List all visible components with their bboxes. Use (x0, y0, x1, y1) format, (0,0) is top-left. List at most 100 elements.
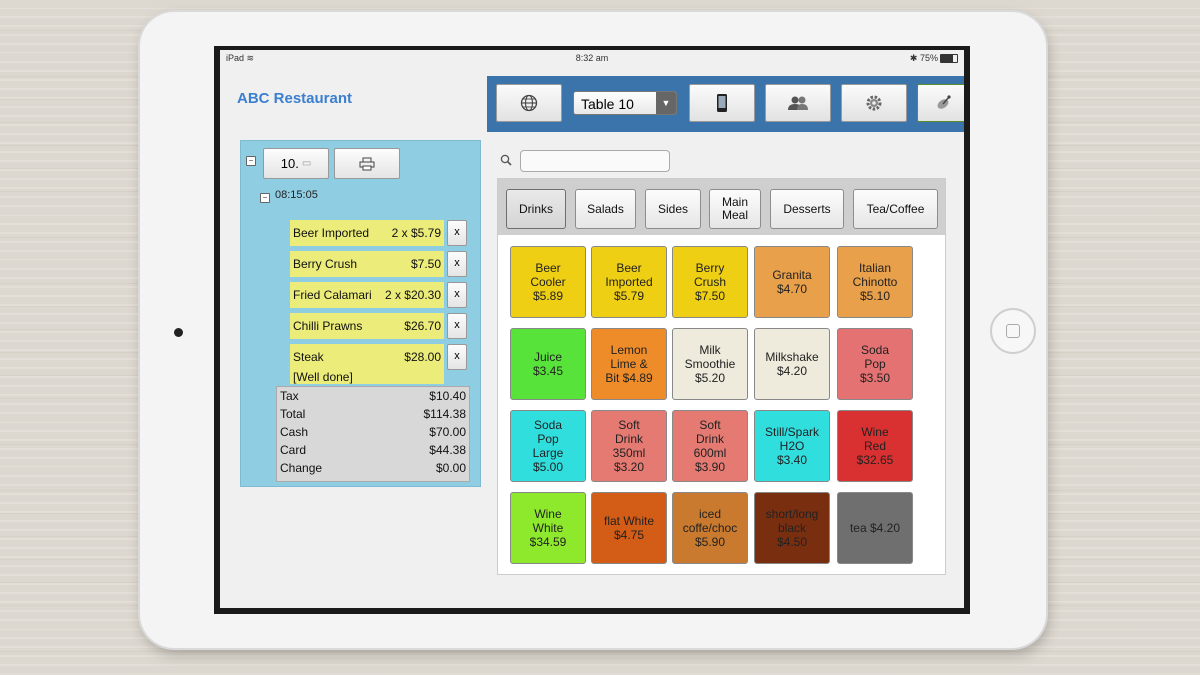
menu-item-tile[interactable]: Beer Imported $5.79 (591, 246, 667, 318)
chevron-down-icon: ▼ (656, 92, 676, 114)
tab-salads[interactable]: Salads (575, 189, 636, 229)
menu-item-label: Milk Smoothie $5.20 (684, 343, 736, 385)
order-item[interactable]: Chilli Prawns $26.70 (290, 313, 444, 339)
order-item[interactable]: Berry Crush $7.50 (290, 251, 444, 277)
tab-main-meal[interactable]: Main Meal (709, 189, 761, 229)
menu-item-tile[interactable]: Wine Red $32.65 (837, 410, 913, 482)
menu-item-label: Beer Imported $5.79 (605, 261, 653, 303)
menu-item-tile[interactable]: Granita $4.70 (754, 246, 830, 318)
table-select-value: Table 10 (581, 96, 634, 112)
wifi-icon: ≋ (246, 53, 255, 63)
tab-desserts[interactable]: Desserts (770, 189, 844, 229)
tab-tea-coffee[interactable]: Tea/Coffee (853, 189, 938, 229)
remove-item-button[interactable]: x (447, 251, 467, 277)
print-button[interactable] (334, 148, 400, 179)
settings-button[interactable] (841, 84, 907, 122)
remove-item-button[interactable]: x (447, 282, 467, 308)
clock: 8:32 am (575, 53, 609, 63)
menu-item-label: Soft Drink 350ml $3.20 (612, 418, 646, 474)
totals-row: Total $114.38 (280, 407, 466, 421)
menu-item-label: Beer Cooler $5.89 (530, 261, 566, 303)
status-bar: iPad ≋ 8:32 am ✱ 75% (220, 50, 964, 66)
menu-item-label: flat White $4.75 (603, 514, 654, 542)
language-button[interactable] (496, 84, 562, 122)
menu-item-tile[interactable]: tea $4.20 (837, 492, 913, 564)
tab-sides[interactable]: Sides (645, 189, 701, 229)
menu-item-tile[interactable]: flat White $4.75 (591, 492, 667, 564)
top-toolbar: Table 10 ▼ (487, 76, 964, 132)
battery-percent: 75% (919, 53, 938, 63)
menu-item-tile[interactable]: Beer Cooler $5.89 (510, 246, 586, 318)
menu-item-label: Soda Pop Large $5.00 (532, 418, 564, 474)
menu-item-label: iced coffe/choc $5.90 (682, 507, 738, 549)
totals-row: Card $44.38 (280, 443, 466, 457)
menu-item-tile[interactable]: Soda Pop Large $5.00 (510, 410, 586, 482)
order-item[interactable]: Fried Calamari 2 x $20.30 (290, 282, 444, 308)
order-item[interactable]: Beer Imported 2 x $5.79 (290, 220, 444, 246)
satellite-icon (937, 95, 951, 109)
search-icon (500, 154, 512, 166)
menu-item-tile[interactable]: Milk Smoothie $5.20 (672, 328, 748, 400)
collapse-table-toggle[interactable]: − (246, 156, 256, 166)
printer-icon (359, 157, 375, 170)
menu-item-tile[interactable]: iced coffe/choc $5.90 (672, 492, 748, 564)
menu-item-label: Milkshake $4.20 (765, 350, 819, 378)
app-display: iPad ≋ 8:32 am ✱ 75% ABC Restaurant (220, 50, 964, 608)
totals-row: Change $0.00 (280, 461, 466, 475)
search-input[interactable] (520, 150, 670, 172)
table-select[interactable]: Table 10 ▼ (573, 91, 677, 115)
phone-button[interactable] (689, 84, 755, 122)
order-totals: Tax $10.40 Total $114.38 Cash $70.00 Car… (276, 386, 470, 482)
app-title: ABC Restaurant (237, 90, 353, 107)
screen-bezel: iPad ≋ 8:32 am ✱ 75% ABC Restaurant (214, 46, 970, 614)
tab-main-meal-label: Main Meal (721, 195, 748, 222)
menu-item-tile[interactable]: Italian Chinotto $5.10 (837, 246, 913, 318)
phone-icon (717, 94, 727, 112)
note-icon: ▭ (301, 158, 312, 169)
users-icon (788, 96, 808, 110)
menu-panel: Drinks Salads Sides Main Meal Desserts T… (497, 178, 946, 575)
menu-item-label: short/long black $4.50 (765, 507, 819, 549)
menu-item-label: Soda Pop $3.50 (859, 343, 891, 385)
remove-item-button[interactable]: x (447, 344, 467, 370)
menu-item-tile[interactable]: Soda Pop $3.50 (837, 328, 913, 400)
menu-item-tile[interactable]: Wine White $34.59 (510, 492, 586, 564)
menu-item-label: Juice $3.45 (532, 350, 564, 378)
menu-item-label: Berry Crush $7.50 (693, 261, 726, 303)
category-bar: Drinks Salads Sides Main Meal Desserts T… (498, 179, 945, 235)
home-button[interactable] (990, 308, 1036, 354)
remove-item-button[interactable]: x (447, 313, 467, 339)
camera (174, 328, 183, 337)
gear-icon (866, 95, 882, 111)
menu-item-tile[interactable]: short/long black $4.50 (754, 492, 830, 564)
menu-item-label: tea $4.20 (849, 521, 901, 535)
tab-drinks[interactable]: Drinks (506, 189, 566, 229)
table-number: 10. (280, 156, 299, 171)
menu-item-label: Still/Spark H2O $3.40 (764, 425, 820, 467)
menu-item-label: Soft Drink 600ml $3.90 (693, 418, 727, 474)
remove-item-button[interactable]: x (447, 220, 467, 246)
bluetooth-icon: ✱ (909, 53, 918, 63)
item-note: [Well done] (293, 370, 353, 384)
collapse-time-toggle[interactable]: − (260, 193, 270, 203)
menu-item-tile[interactable]: Juice $3.45 (510, 328, 586, 400)
menu-item-tile[interactable]: Still/Spark H2O $3.40 (754, 410, 830, 482)
sync-button[interactable] (917, 84, 964, 122)
order-item[interactable]: Steak $28.00 [Well done] (290, 344, 444, 384)
device-name: iPad (226, 53, 245, 63)
menu-item-tile[interactable]: Berry Crush $7.50 (672, 246, 748, 318)
menu-item-label: Wine White $34.59 (529, 507, 567, 549)
menu-item-label: Italian Chinotto $5.10 (852, 261, 898, 303)
order-panel: − 10. ▭ − 08:15:05 Beer Imported 2 x $5.… (240, 140, 481, 487)
battery-icon (940, 54, 958, 63)
menu-item-tile[interactable]: Lemon Lime & Bit $4.89 (591, 328, 667, 400)
totals-row: Tax $10.40 (280, 389, 466, 403)
totals-row: Cash $70.00 (280, 425, 466, 439)
menu-item-tile[interactable]: Soft Drink 350ml $3.20 (591, 410, 667, 482)
menu-item-tile[interactable]: Soft Drink 600ml $3.90 (672, 410, 748, 482)
order-time: 08:15:05 (275, 189, 318, 201)
table-number-button[interactable]: 10. ▭ (263, 148, 329, 179)
menu-item-tile[interactable]: Milkshake $4.20 (754, 328, 830, 400)
globe-icon (520, 94, 538, 112)
customers-button[interactable] (765, 84, 831, 122)
